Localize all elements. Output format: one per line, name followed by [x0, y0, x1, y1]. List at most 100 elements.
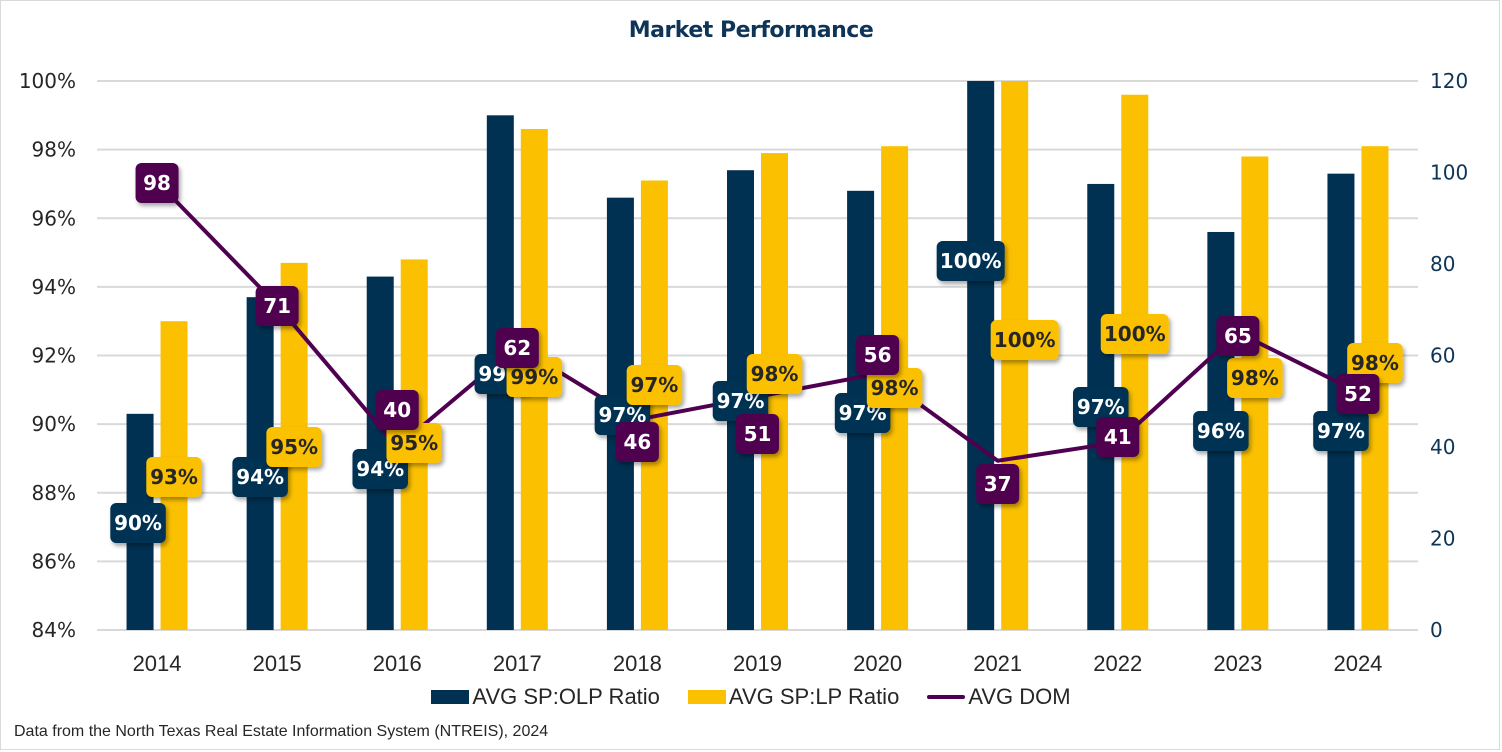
label-sp-lp: 98%: [1227, 358, 1283, 398]
x-tick-label: 2017: [493, 651, 542, 676]
label-dom: 46: [615, 422, 659, 462]
left-tick-label: 96%: [32, 206, 76, 230]
right-tick-label: 80: [1430, 252, 1455, 276]
label-dom-text: 46: [623, 430, 651, 454]
label-dom: 65: [1216, 316, 1260, 356]
label-sp-olp: 90%: [110, 503, 166, 543]
label-dom-text: 37: [984, 472, 1012, 496]
source-footnote: Data from the North Texas Real Estate In…: [14, 723, 549, 740]
bar-sp-olp: [967, 81, 995, 630]
label-sp-lp-text: 99%: [510, 365, 558, 389]
label-dom-box: [615, 422, 659, 462]
legend-swatch-olp: [431, 690, 470, 704]
label-dom: 51: [736, 414, 779, 454]
label-sp-lp-box: [386, 423, 442, 463]
label-sp-lp: 93%: [146, 457, 202, 497]
x-tick-label: 2018: [613, 651, 662, 676]
label-dom-text: 51: [744, 422, 772, 446]
label-sp-olp-text: 96%: [1197, 419, 1245, 443]
left-tick-label: 86%: [32, 549, 76, 573]
label-sp-olp-box: [1313, 411, 1369, 451]
label-sp-lp: 98%: [746, 354, 803, 394]
label-sp-lp-text: 95%: [270, 435, 318, 459]
label-sp-lp: 95%: [266, 427, 322, 467]
label-sp-olp: 97%: [1313, 411, 1369, 451]
label-sp-lp: 98%: [866, 368, 923, 408]
x-tick-label: 2022: [1093, 651, 1142, 676]
label-dom-text: 40: [383, 398, 411, 422]
label-dom-box: [1096, 417, 1140, 457]
label-dom: 52: [1336, 374, 1380, 414]
label-sp-lp: 97%: [626, 365, 683, 405]
left-tick-label: 94%: [32, 275, 76, 299]
label-sp-lp-text: 100%: [994, 328, 1056, 352]
right-axis-ticks: 0 20 40 60 80 100 120: [1430, 69, 1468, 642]
x-tick-label: 2020: [853, 651, 902, 676]
label-sp-lp-box: [266, 427, 322, 467]
left-tick-label: 98%: [32, 138, 76, 162]
label-dom-text: 65: [1224, 324, 1252, 348]
legend-label-lp: AVG SP:LP Ratio: [728, 684, 900, 709]
label-dom-box: [1216, 316, 1260, 356]
chart-title: Market Performance: [628, 18, 874, 43]
data-labels: 90%93% 94%95%94%95%99%99%97%97%97%98%97%9…: [110, 163, 1403, 543]
label-dom-text: 56: [864, 343, 892, 367]
legend-item-olp[interactable]: AVG SP:OLP Ratio: [431, 684, 660, 710]
right-tick-label: 40: [1430, 435, 1455, 459]
left-tick-label: 100%: [19, 69, 76, 93]
label-dom-box: [495, 328, 539, 368]
label-sp-olp: 100%: [936, 241, 1005, 281]
legend-label-olp: AVG SP:OLP Ratio: [472, 684, 660, 709]
label-dom: 56: [856, 335, 900, 375]
label-sp-lp-box: [1100, 314, 1169, 354]
label-sp-lp-text: 98%: [751, 362, 799, 386]
left-tick-label: 84%: [32, 618, 76, 642]
label-sp-lp-text: 97%: [630, 373, 678, 397]
label-dom-box: [856, 335, 900, 375]
x-tick-label: 2014: [133, 651, 182, 676]
label-sp-olp-box: [936, 241, 1005, 281]
label-dom-box: [736, 414, 779, 454]
label-sp-lp-text: 98%: [871, 376, 919, 400]
label-sp-lp: 100%: [990, 320, 1059, 360]
label-sp-lp-box: [1227, 358, 1283, 398]
legend-swatch-lp: [687, 690, 726, 704]
label-sp-olp-text: 97%: [1317, 419, 1365, 443]
legend-item-lp[interactable]: AVG SP:LP Ratio: [687, 684, 900, 710]
left-axis-ticks: 84% 86% 88% 90% 92% 94% 96% 98% 100%: [19, 69, 76, 642]
label-sp-lp-box: [866, 368, 923, 408]
label-dom-text: 98: [143, 171, 171, 195]
gridlines: [97, 80, 1418, 631]
label-sp-lp-box: [146, 457, 202, 497]
label-dom: 62: [495, 328, 539, 368]
label-sp-lp-box: [990, 320, 1059, 360]
label-sp-lp-text: 100%: [1104, 322, 1166, 346]
label-sp-lp: 100%: [1100, 314, 1169, 354]
label-dom-box: [375, 390, 419, 430]
label-dom-text: 52: [1344, 382, 1372, 406]
label-sp-lp-text: 93%: [150, 465, 198, 489]
label-dom-box: [255, 286, 299, 326]
x-tick-label: 2024: [1333, 651, 1382, 676]
right-tick-label: 100: [1430, 161, 1468, 185]
legend-item-dom[interactable]: AVG DOM: [927, 684, 1071, 710]
right-tick-label: 120: [1430, 69, 1468, 93]
x-axis-ticks: 2014 2015 2016 2017 2018 2019 2020 2021 2022 2023…: [133, 651, 1383, 676]
x-tick-label: 2015: [253, 651, 302, 676]
label-sp-olp: 96%: [1193, 411, 1249, 451]
label-sp-lp-text: 95%: [390, 431, 438, 455]
label-sp-olp-text: 94%: [236, 465, 284, 489]
label-dom: 98: [135, 163, 179, 203]
bar-sp-lp: [1121, 94, 1149, 631]
label-dom-box: [976, 464, 1020, 504]
label-dom-text: 71: [263, 294, 291, 318]
label-sp-lp-box: [746, 354, 803, 394]
left-tick-label: 90%: [32, 412, 76, 436]
label-dom: 40: [375, 390, 419, 430]
label-sp-lp-text: 98%: [1351, 351, 1399, 375]
legend: AVG SP:OLP Ratio AVG SP:LP Ratio AVG DOM: [0, 684, 1502, 710]
legend-swatch-dom: [927, 695, 966, 699]
left-tick-label: 92%: [32, 344, 76, 368]
label-sp-lp-box: [1347, 343, 1403, 383]
